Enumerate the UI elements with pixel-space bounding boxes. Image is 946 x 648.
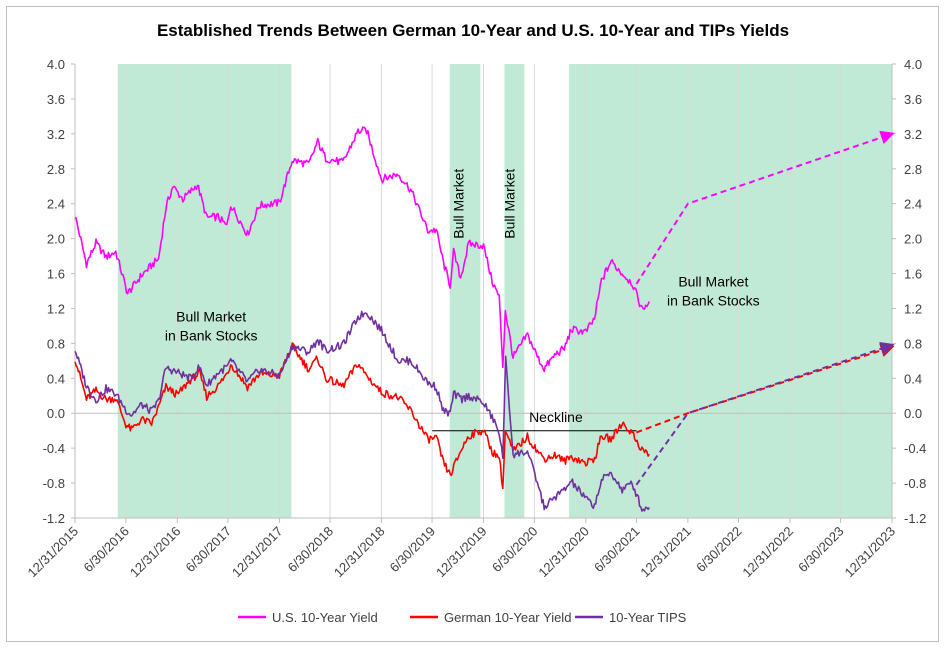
legend-label-0: U.S. 10-Year Yield	[272, 610, 378, 625]
y-tick-label-left: 1.6	[47, 267, 65, 282]
y-tick-label-right: 1.6	[904, 267, 922, 282]
shaded-regions	[117, 64, 892, 518]
annotation: Bull Market	[678, 274, 748, 290]
shaded-region	[449, 64, 481, 518]
shaded-region	[117, 64, 292, 518]
x-tick-label: 12/31/2019	[433, 524, 490, 581]
x-tick-label: 12/31/2020	[535, 524, 592, 581]
legend-label-1: German 10-Year Yield	[444, 610, 571, 625]
y-tick-label-left: 0.4	[47, 371, 65, 386]
y-tick-label-left: 2.0	[47, 232, 65, 247]
x-tick-label: 12/31/2022	[739, 524, 796, 581]
legend: U.S. 10-Year Yield German 10-Year Yield 10…	[238, 610, 687, 625]
x-tick-label: 6/30/2023	[795, 524, 847, 576]
y-tick-label-left: 1.2	[47, 301, 65, 316]
x-tick-label: 6/30/2021	[591, 524, 643, 576]
x-tick-label: 6/30/2018	[285, 524, 337, 576]
projection-line-0	[635, 130, 895, 285]
projection-line-1	[636, 343, 895, 434]
x-tick-label: 12/31/2016	[127, 524, 184, 581]
y-tick-label-right: -1.2	[904, 511, 926, 526]
series-line-2	[74, 310, 650, 512]
x-tick-label: 12/31/2017	[229, 524, 286, 581]
series-line-0	[74, 126, 651, 373]
x-tick-label: 6/30/2016	[81, 524, 133, 576]
y-tick-label-right: 2.8	[904, 162, 922, 177]
annotations: Bull Market in Bank Stocks Bull Market Bull…	[165, 169, 760, 425]
annotation-vertical: Bull Market	[450, 169, 466, 239]
y-tick-label-right: 0.4	[904, 371, 922, 386]
y-tick-label-right: 3.6	[904, 92, 922, 107]
legend-label-2: 10-Year TIPS	[609, 610, 687, 625]
y-tick-label-right: 3.2	[904, 127, 922, 142]
projection-lines	[635, 130, 895, 486]
x-tick-label: 12/31/2021	[637, 524, 694, 581]
y-tick-label-right: 0.8	[904, 336, 922, 351]
projection-line-2	[635, 342, 895, 486]
x-tick-label: 6/30/2022	[693, 524, 745, 576]
annotation-vertical: Bull Market	[502, 169, 518, 239]
x-tick-label: 6/30/2019	[387, 524, 439, 576]
y-tick-label-right: 1.2	[904, 301, 922, 316]
y-tick-label-left: 4.0	[47, 57, 65, 72]
y-tick-label-right: 0.0	[904, 406, 922, 421]
x-tick-label: 6/30/2020	[489, 524, 541, 576]
annotation-line2: in Bank Stocks	[165, 328, 258, 344]
chart-title: Established Trends Between German 10-Yea…	[156, 21, 790, 40]
y-tick-label-left: 2.8	[47, 162, 65, 177]
y-tick-label-left: -1.2	[43, 511, 65, 526]
y-tick-label-left: 0.0	[47, 406, 65, 421]
y-tick-label-right: -0.4	[904, 441, 926, 456]
y-tick-label-right: 2.0	[904, 232, 922, 247]
y-tick-label-left: 3.6	[47, 92, 65, 107]
y-tick-label-right: -0.8	[904, 476, 926, 491]
annotation-line2: in Bank Stocks	[667, 293, 760, 309]
shaded-region	[569, 64, 892, 518]
x-tick-label: 6/30/2017	[183, 524, 235, 576]
x-tick-label: 12/31/2018	[331, 524, 388, 581]
series-line-1	[74, 342, 650, 490]
series-lines	[74, 126, 651, 512]
y-tick-label-left: 2.4	[47, 197, 65, 212]
y-tick-label-left: -0.4	[43, 441, 65, 456]
annotation: Bull Market	[176, 309, 246, 325]
x-tick-label: 12/31/2015	[24, 524, 81, 581]
y-tick-label-left: 3.2	[47, 127, 65, 142]
annotation: Neckline	[529, 409, 583, 425]
x-tick-label: 12/31/2023	[841, 524, 898, 581]
y-tick-label-left: -0.8	[43, 476, 65, 491]
y-tick-label-right: 2.4	[904, 197, 922, 212]
y-tick-label-right: 4.0	[904, 57, 922, 72]
y-tick-label-left: 0.8	[47, 336, 65, 351]
